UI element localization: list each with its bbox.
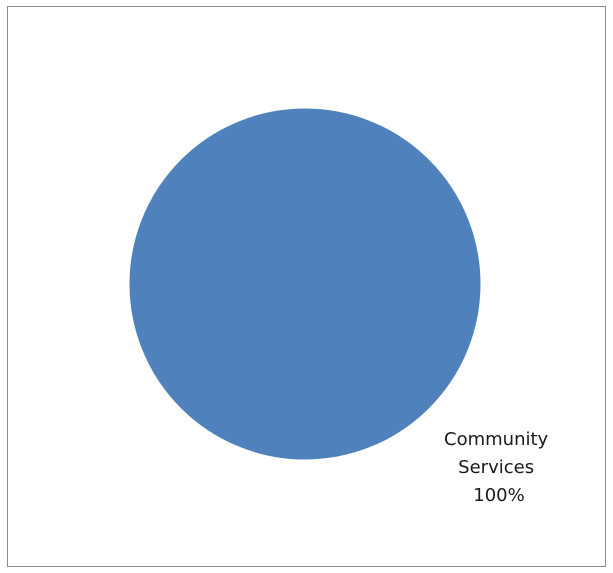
slice-label-category-line-1: Community: [444, 429, 549, 450]
slice-label-percent: 100%: [473, 485, 524, 506]
pie-slice-community-services: [128, 107, 482, 461]
pie-slices: [128, 107, 482, 461]
slice-label: Community Services 100%: [444, 429, 554, 506]
slice-label-category-line-2: Services: [458, 457, 534, 478]
